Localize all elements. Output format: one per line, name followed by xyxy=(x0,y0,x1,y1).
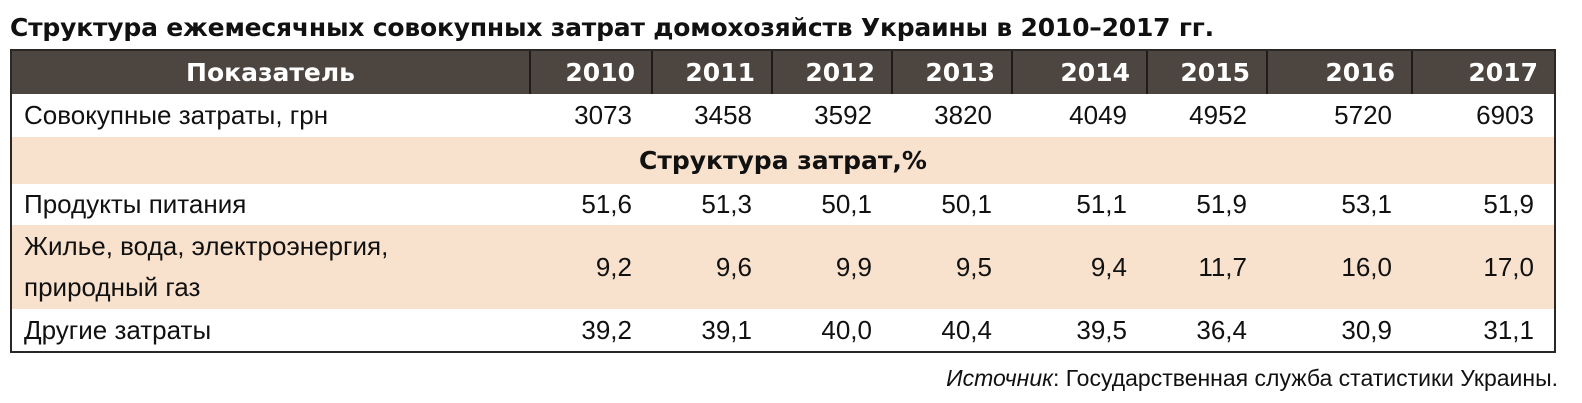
table-cell: 16,0 xyxy=(1267,225,1412,309)
header-year: 2017 xyxy=(1412,51,1554,94)
table-cell: 9,5 xyxy=(892,225,1012,309)
table-cell: 11,7 xyxy=(1147,225,1267,309)
table-cell: 50,1 xyxy=(772,184,892,225)
section-title: Структура затрат,% xyxy=(12,137,1554,184)
table-row-food: Продукты питания 51,6 51,3 50,1 50,1 51,… xyxy=(12,184,1554,225)
data-table-frame: Показатель 2010 2011 2012 2013 2014 2015… xyxy=(10,49,1556,353)
header-year: 2016 xyxy=(1267,51,1413,94)
header-year: 2015 xyxy=(1147,51,1268,94)
data-table: Показатель 2010 2011 2012 2013 2014 2015… xyxy=(12,51,1554,351)
table-cell: 31,1 xyxy=(1412,309,1554,351)
table-section-row: Структура затрат,% xyxy=(12,137,1554,184)
table-cell: 3073 xyxy=(530,94,652,137)
table-cell: 40,4 xyxy=(892,309,1012,351)
header-year: 2013 xyxy=(892,51,1013,94)
table-cell: 9,9 xyxy=(772,225,892,309)
row-label: Совокупные затраты, грн xyxy=(12,94,530,137)
table-cell: 39,2 xyxy=(530,309,652,351)
table-cell: 51,6 xyxy=(530,184,652,225)
row-label: Жилье, вода, электроэнергия, природный г… xyxy=(12,225,530,309)
header-year: 2011 xyxy=(652,51,773,94)
table-row-other-expenses: Другие затраты 39,2 39,1 40,0 40,4 39,5 … xyxy=(12,309,1554,351)
table-cell: 3820 xyxy=(892,94,1012,137)
table-cell: 51,9 xyxy=(1147,184,1267,225)
row-label-line: Жилье, вода, электроэнергия, xyxy=(24,231,389,261)
header-year: 2010 xyxy=(530,51,653,94)
table-row-total-expenses: Совокупные затраты, грн 3073 3458 3592 3… xyxy=(12,94,1554,137)
source-note: Источник: Государственная служба статист… xyxy=(946,362,1558,394)
table-cell: 5720 xyxy=(1267,94,1412,137)
table-cell: 36,4 xyxy=(1147,309,1267,351)
table-cell: 39,1 xyxy=(652,309,772,351)
row-label-line: природный газ xyxy=(24,272,201,302)
header-year: 2014 xyxy=(1012,51,1148,94)
source-text: : Государственная служба статистики Укра… xyxy=(1052,365,1558,391)
table-cell: 17,0 xyxy=(1412,225,1554,309)
table-cell: 9,6 xyxy=(652,225,772,309)
header-year: 2012 xyxy=(772,51,893,94)
table-cell: 9,2 xyxy=(530,225,652,309)
table-cell: 50,1 xyxy=(892,184,1012,225)
row-label: Другие затраты xyxy=(12,309,530,351)
source-label: Источник xyxy=(946,365,1053,391)
page-title: Структура ежемесячных совокупных затрат … xyxy=(10,13,1214,42)
table-cell: 51,1 xyxy=(1012,184,1147,225)
row-label: Продукты питания xyxy=(12,184,530,225)
table-cell: 30,9 xyxy=(1267,309,1412,351)
table-cell: 51,9 xyxy=(1412,184,1554,225)
table-cell: 40,0 xyxy=(772,309,892,351)
table-cell: 3592 xyxy=(772,94,892,137)
table-cell: 6903 xyxy=(1412,94,1554,137)
table-cell: 9,4 xyxy=(1012,225,1147,309)
table-cell: 3458 xyxy=(652,94,772,137)
table-cell: 51,3 xyxy=(652,184,772,225)
table-header-row: Показатель 2010 2011 2012 2013 2014 2015… xyxy=(12,51,1554,94)
table-cell: 4952 xyxy=(1147,94,1267,137)
header-indicator: Показатель xyxy=(12,51,531,94)
table-cell: 53,1 xyxy=(1267,184,1412,225)
table-row-housing-utilities: Жилье, вода, электроэнергия, природный г… xyxy=(12,225,1554,309)
table-cell: 4049 xyxy=(1012,94,1147,137)
table-cell: 39,5 xyxy=(1012,309,1147,351)
